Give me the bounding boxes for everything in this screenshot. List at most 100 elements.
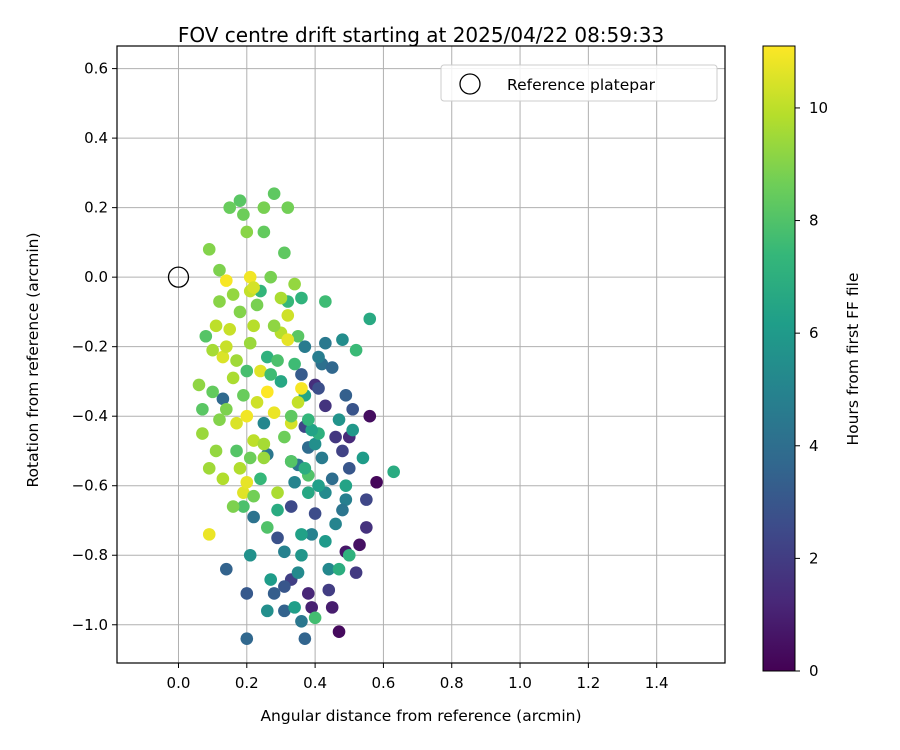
data-point — [199, 329, 213, 343]
legend: Reference platepar — [440, 64, 718, 102]
data-point — [233, 462, 247, 475]
data-point — [363, 312, 377, 326]
data-point — [226, 288, 240, 301]
data-point — [295, 614, 308, 628]
chart-title: FOV centre drift starting at 2025/04/22 … — [178, 23, 664, 47]
data-point — [278, 545, 291, 559]
colorbar-gradient — [762, 45, 796, 672]
data-point — [243, 270, 257, 284]
data-point — [220, 340, 233, 353]
y-tick-label: −0.6 — [72, 477, 108, 495]
data-point — [370, 475, 383, 489]
y-tick-label: −1.0 — [72, 616, 108, 634]
colorbar-tick-label: 0 — [809, 662, 819, 680]
y-tick-label: 0.6 — [84, 60, 108, 78]
data-point — [339, 493, 353, 506]
x-tick-label: 1.2 — [576, 674, 600, 692]
data-point — [295, 291, 308, 305]
x-tick-label: 1.0 — [508, 674, 532, 692]
colorbar: 0 2 4 6 8 10 Hours from first FF file — [762, 45, 862, 680]
x-axis-ticks: 0.0 0.2 0.4 0.6 0.8 1.0 1.2 1.4 — [167, 663, 669, 692]
data-point — [226, 500, 240, 513]
data-point — [291, 566, 305, 579]
data-point — [349, 343, 363, 357]
y-axis-ticks: 0.6 0.4 0.2 0.0 −0.2 −0.4 −0.6 −0.8 −1.0 — [72, 60, 117, 634]
data-point — [322, 583, 336, 597]
data-point — [223, 201, 237, 214]
data-point — [240, 225, 254, 239]
x-tick-label: 0.2 — [235, 674, 259, 692]
data-point — [271, 486, 284, 499]
data-point — [264, 573, 278, 586]
data-point — [247, 319, 260, 333]
data-point — [319, 535, 332, 548]
data-point — [356, 451, 370, 465]
data-point — [233, 305, 247, 319]
data-point — [312, 382, 325, 395]
data-point — [230, 354, 243, 367]
data-point — [387, 465, 400, 479]
data-point — [281, 333, 295, 347]
data-point — [237, 486, 250, 499]
legend-box — [440, 64, 718, 102]
x-tick-label: 1.4 — [645, 674, 669, 692]
colorbar-tick-label: 8 — [809, 212, 819, 230]
data-point — [332, 625, 346, 639]
x-tick-label: 0.6 — [371, 674, 395, 692]
x-tick-label: 0.0 — [167, 674, 191, 692]
data-point — [308, 507, 322, 520]
data-point — [322, 562, 336, 576]
data-point — [223, 322, 237, 336]
data-point — [243, 548, 257, 562]
y-tick-label: −0.4 — [72, 407, 108, 425]
data-point — [336, 333, 349, 347]
data-point — [213, 413, 226, 426]
y-tick-label: 0.4 — [84, 129, 108, 147]
data-point — [284, 500, 298, 513]
data-point — [250, 395, 264, 409]
data-point — [346, 423, 359, 437]
data-point — [271, 531, 284, 545]
data-point — [237, 208, 250, 221]
grid — [117, 46, 725, 663]
data-point — [295, 368, 308, 381]
data-point — [260, 350, 274, 364]
data-point — [257, 416, 271, 430]
data-point — [240, 364, 254, 378]
data-point — [240, 475, 254, 489]
data-point — [230, 444, 243, 458]
data-point — [202, 528, 216, 541]
data-point — [213, 295, 226, 308]
y-tick-label: −0.2 — [72, 338, 108, 356]
data-point — [278, 604, 291, 618]
data-point — [319, 295, 332, 308]
colorbar-tick-label: 2 — [809, 549, 819, 567]
data-point — [308, 611, 322, 625]
data-point — [312, 479, 325, 493]
legend-entry-reference: Reference platepar — [507, 76, 656, 94]
data-point — [278, 580, 291, 593]
data-point — [305, 528, 318, 541]
data-point — [288, 357, 301, 371]
data-point — [339, 389, 353, 402]
data-point — [284, 455, 298, 468]
data-point — [216, 472, 230, 486]
data-point — [243, 336, 257, 350]
data-point — [257, 201, 271, 214]
data-point — [315, 451, 329, 465]
x-tick-label: 0.8 — [440, 674, 464, 692]
data-point — [298, 340, 312, 353]
colorbar-tick-label: 10 — [809, 99, 828, 117]
data-point — [267, 319, 281, 333]
colorbar-tick-label: 6 — [809, 324, 819, 342]
data-point — [267, 187, 281, 201]
data-point — [247, 434, 260, 447]
y-tick-label: −0.8 — [72, 546, 108, 564]
data-point — [281, 201, 295, 214]
data-point — [202, 243, 216, 256]
data-point — [264, 270, 278, 284]
y-tick-label: 0.2 — [84, 199, 108, 217]
data-point — [288, 475, 301, 489]
data-point — [301, 413, 315, 426]
data-point — [216, 392, 230, 406]
